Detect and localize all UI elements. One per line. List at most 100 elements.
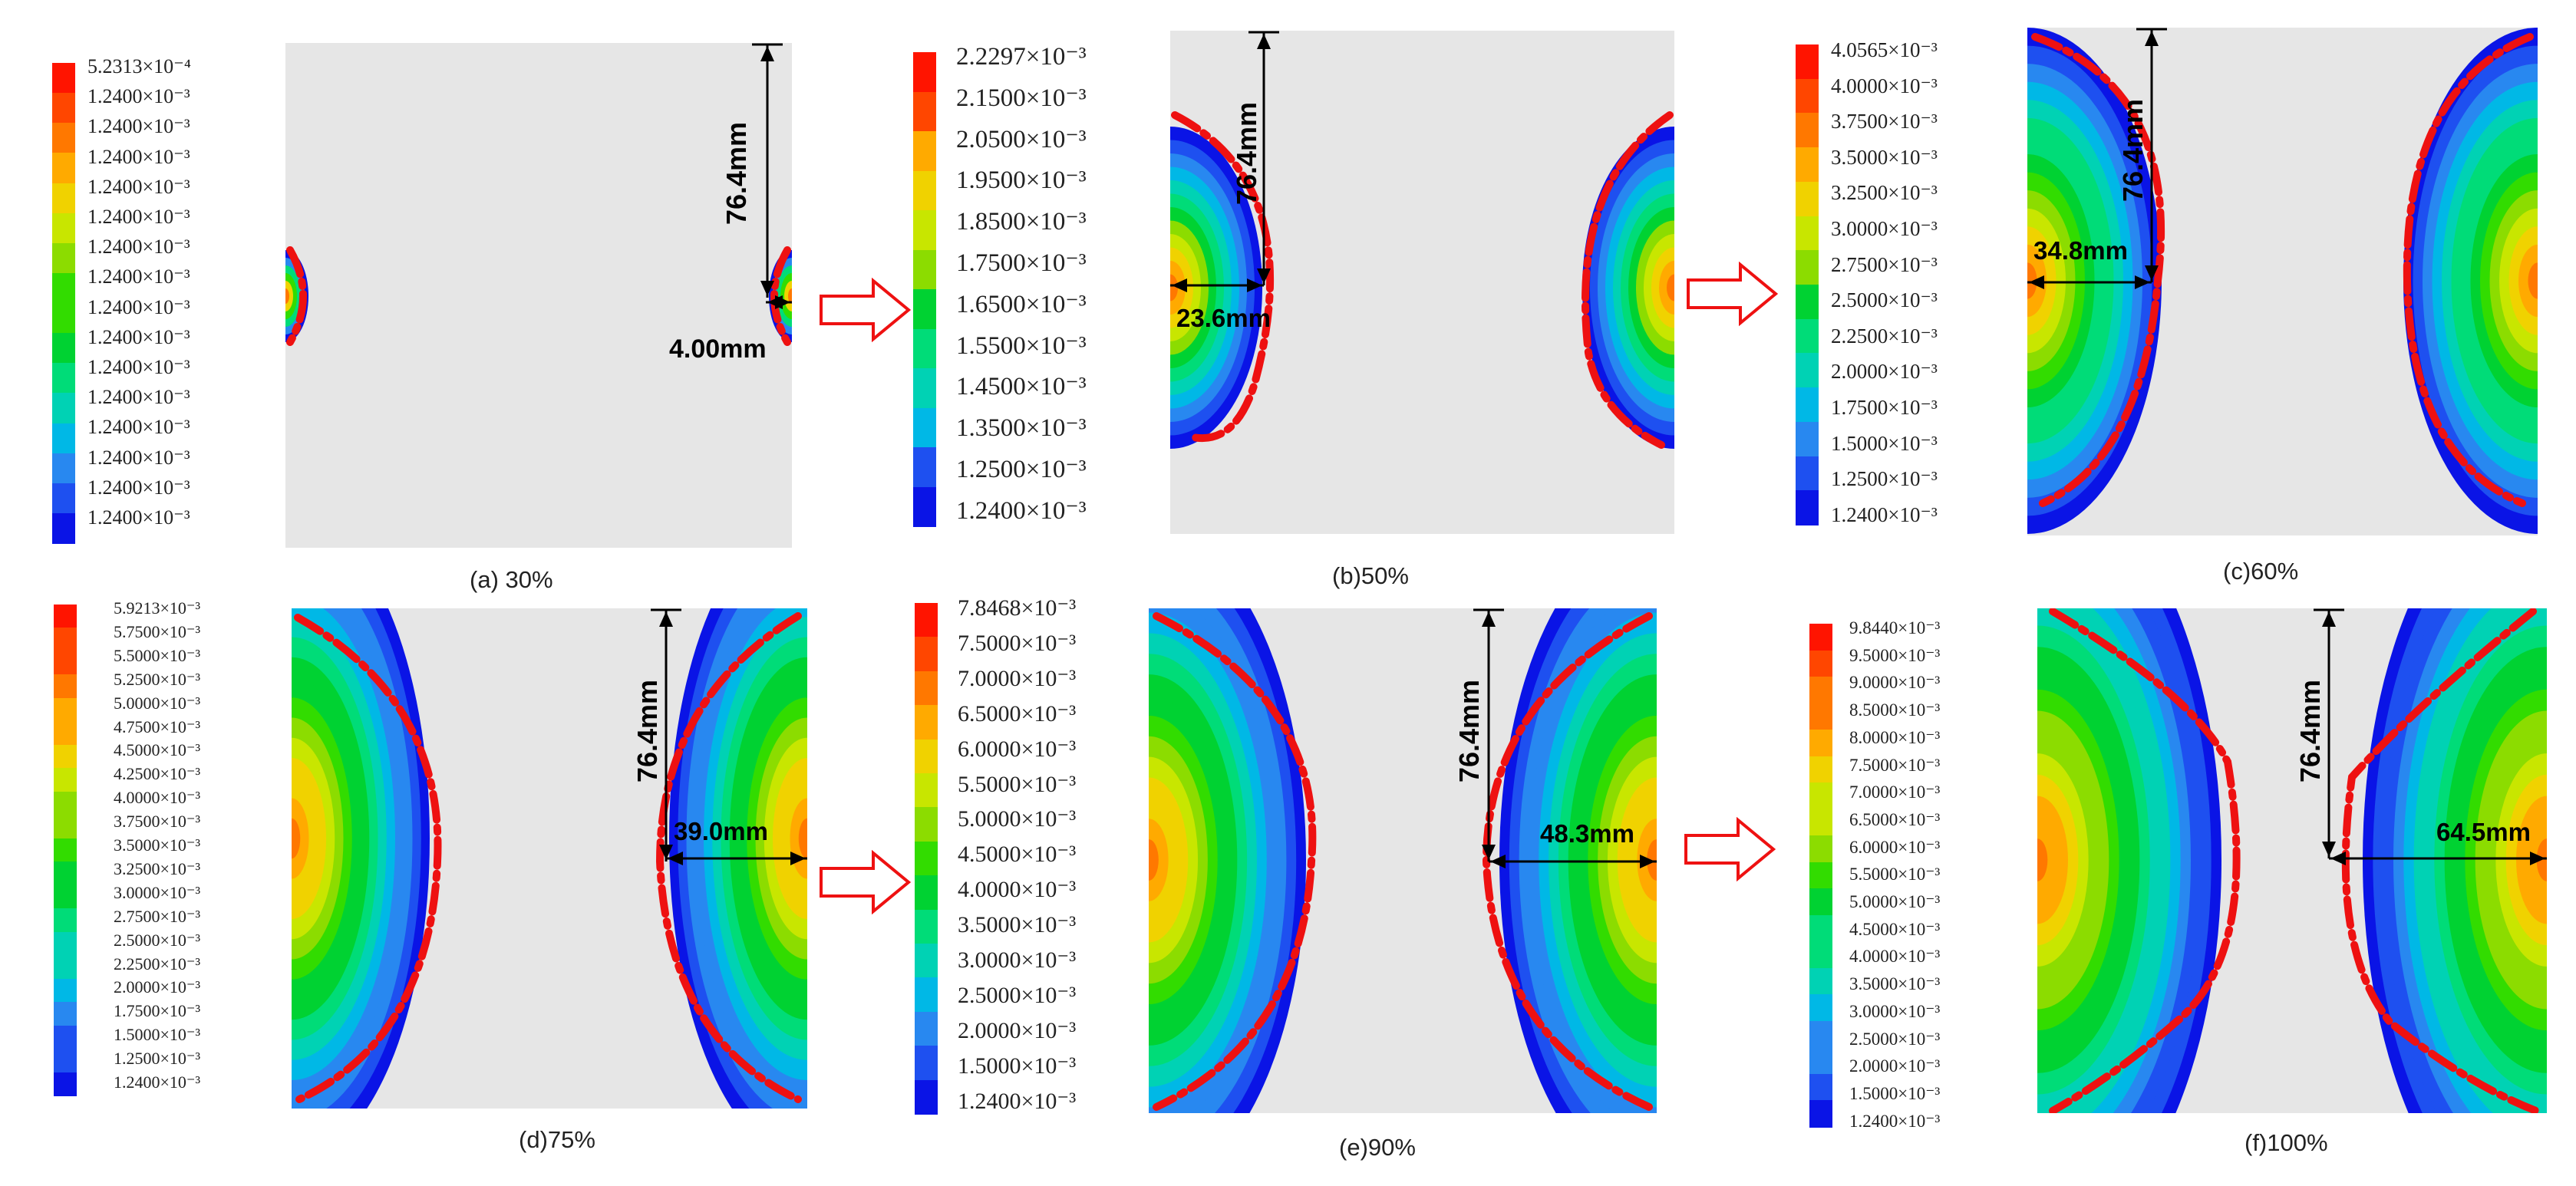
legend-swatch (52, 363, 75, 394)
legend-swatch (915, 773, 938, 808)
legend-value: 7.8468×10⁻³ (958, 595, 1077, 621)
contour-band (2027, 262, 2037, 299)
legend-value: 4.7500×10⁻³ (114, 717, 201, 736)
vertical-dimension-label: 76.4mm (721, 122, 752, 225)
dim-arrowhead (659, 611, 673, 627)
caption-b: (b)50% (1332, 562, 1409, 589)
dim-arrowhead (1490, 855, 1506, 868)
dim-arrowhead (1640, 855, 1655, 868)
legend-value: 2.0000×10⁻³ (958, 1017, 1077, 1043)
legend-value: 5.0000×10⁻³ (958, 806, 1077, 832)
boundary-dash (2049, 608, 2241, 1113)
contour-band (285, 288, 289, 304)
legend-swatch (52, 153, 75, 184)
legend-value: 5.5000×10⁻³ (958, 771, 1077, 797)
legend-swatch (52, 123, 75, 153)
legend-value: 1.8500×10⁻³ (956, 208, 1087, 236)
boundary-dash (2341, 608, 2540, 1113)
legend-swatch (54, 908, 77, 933)
legend-swatch (54, 931, 77, 956)
dim-arrowhead (2145, 265, 2159, 281)
contour-band (1149, 839, 1159, 881)
legend-value: 4.0000×10⁻³ (1831, 74, 1938, 97)
caption-a: (a) 30% (470, 566, 553, 593)
legend-value: 1.2400×10⁻³ (87, 295, 190, 318)
legend-value: 5.2313×10⁻⁴ (87, 55, 191, 77)
legend-swatch (1809, 888, 1832, 916)
contour-band (2037, 838, 2048, 881)
legend-swatch (913, 486, 936, 527)
legend-swatch (52, 333, 75, 364)
legend-value: 1.5500×10⁻³ (956, 331, 1087, 360)
legend-swatch (915, 739, 938, 774)
legend-value: 6.0000×10⁻³ (1849, 837, 1941, 857)
dim-arrowhead (1257, 34, 1271, 49)
legend-value: 2.7500×10⁻³ (114, 906, 201, 926)
legend-swatch (54, 721, 77, 746)
legend-value: 3.0000×10⁻³ (1849, 1001, 1941, 1021)
legend-value: 3.7500×10⁻³ (1831, 110, 1938, 133)
plot-d: 76.4mm 39.0mm (292, 608, 807, 1109)
dim-arrowhead (668, 852, 683, 865)
legend-value: 1.2400×10⁻³ (87, 236, 190, 259)
legend-swatch (1796, 318, 1819, 354)
legend-swatch (54, 838, 77, 862)
legend-value: 9.0000×10⁻³ (1849, 673, 1941, 693)
legend-swatch (54, 628, 77, 652)
legend-swatch (1809, 650, 1832, 677)
legend-value: 1.9500×10⁻³ (956, 166, 1087, 195)
caption-c: (c)60% (2223, 558, 2299, 585)
legend-value: 7.5000×10⁻³ (1849, 755, 1941, 775)
legend-swatch (52, 393, 75, 424)
legend-swatch (1809, 914, 1832, 942)
legend-swatch (915, 944, 938, 978)
legend-swatch (52, 272, 75, 304)
legend-swatch (52, 242, 75, 274)
legend-swatch (1809, 730, 1832, 757)
legend-value: 1.5000×10⁻³ (1849, 1083, 1941, 1103)
legend-swatch (54, 768, 77, 792)
legend-value: 2.5000×10⁻³ (1831, 288, 1938, 312)
legend-value: 6.5000×10⁻³ (1849, 809, 1941, 829)
legend-swatch (1796, 216, 1819, 251)
legend-value: 1.2400×10⁻³ (87, 115, 190, 138)
dim-arrowhead (775, 295, 790, 309)
legend-swatch (1809, 756, 1832, 783)
dim-arrowhead (1247, 278, 1262, 292)
dim-arrowhead (2029, 275, 2044, 289)
legend-swatch (913, 289, 936, 330)
legend-swatch (54, 674, 77, 699)
plot-c: 76.4mm 34.8mm (2027, 28, 2538, 535)
legend-value: 4.5000×10⁻³ (958, 842, 1077, 868)
contour-band (798, 818, 807, 859)
legend-swatch (1796, 456, 1819, 491)
legend-swatch (915, 1011, 938, 1046)
caption-e: (e)90% (1339, 1134, 1416, 1161)
boundary-dash (655, 612, 802, 1103)
legend-value: 1.7500×10⁻³ (956, 249, 1087, 277)
legend-value: 4.0565×10⁻³ (1831, 38, 1938, 61)
legend-swatch (1809, 1047, 1832, 1075)
contour-band (2528, 262, 2538, 299)
legend-value: 2.5000×10⁻³ (114, 930, 201, 950)
legend-value: 3.2500×10⁻³ (1831, 181, 1938, 205)
legend-value: 1.2400×10⁻³ (956, 496, 1087, 525)
legend-value: 2.5000×10⁻³ (958, 982, 1077, 1008)
legend-value: 1.2500×10⁻³ (114, 1049, 201, 1069)
legend-swatch (913, 91, 936, 132)
legend-value: 5.5000×10⁻³ (114, 645, 201, 665)
boundary-dash (1482, 612, 1653, 1111)
contour-a: 76.4mm 4.00mm (285, 43, 792, 364)
legend-value: 3.0000×10⁻³ (114, 882, 201, 902)
legend-swatch (1809, 1100, 1832, 1128)
legend-value: 1.7500×10⁻³ (1831, 396, 1938, 419)
legend-swatch (1796, 490, 1819, 525)
legend-swatch (913, 447, 936, 488)
legend-swatch (54, 861, 77, 886)
legend-value: 4.5000×10⁻³ (114, 740, 201, 760)
legend-swatch (915, 807, 938, 842)
vertical-dimension-label: 76.4mm (1453, 680, 1485, 782)
legend-value: 1.2500×10⁻³ (1831, 467, 1938, 491)
legend-value: 1.2400×10⁻³ (87, 506, 190, 529)
contour-b: 76.4mm 23.6mm (1170, 31, 1674, 449)
